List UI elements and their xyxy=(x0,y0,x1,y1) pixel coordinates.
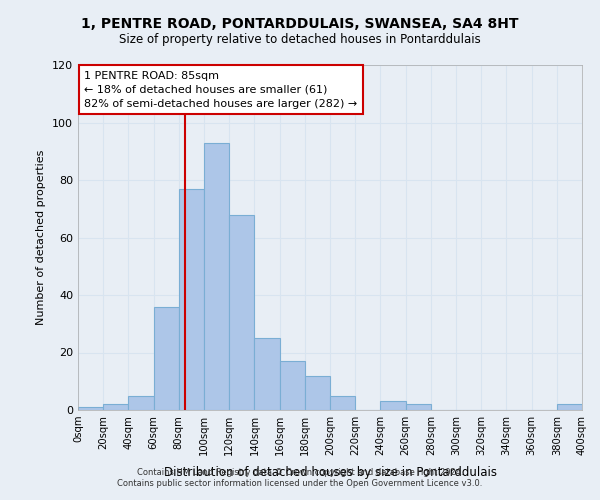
Text: 1, PENTRE ROAD, PONTARDDULAIS, SWANSEA, SA4 8HT: 1, PENTRE ROAD, PONTARDDULAIS, SWANSEA, … xyxy=(81,18,519,32)
Text: Contains HM Land Registry data © Crown copyright and database right 2024.
Contai: Contains HM Land Registry data © Crown c… xyxy=(118,468,482,487)
Bar xyxy=(78,407,103,410)
Bar xyxy=(179,188,204,410)
Bar xyxy=(305,376,330,410)
Bar xyxy=(406,404,431,410)
Y-axis label: Number of detached properties: Number of detached properties xyxy=(37,150,46,325)
Bar xyxy=(128,396,154,410)
Bar xyxy=(103,404,128,410)
Text: 1 PENTRE ROAD: 85sqm
← 18% of detached houses are smaller (61)
82% of semi-detac: 1 PENTRE ROAD: 85sqm ← 18% of detached h… xyxy=(84,71,358,109)
Bar xyxy=(154,306,179,410)
Bar xyxy=(330,396,355,410)
Bar xyxy=(557,404,582,410)
X-axis label: Distribution of detached houses by size in Pontarddulais: Distribution of detached houses by size … xyxy=(163,466,497,479)
Bar xyxy=(380,402,406,410)
Bar xyxy=(254,338,280,410)
Bar xyxy=(204,142,229,410)
Bar xyxy=(280,361,305,410)
Bar xyxy=(229,214,254,410)
Text: Size of property relative to detached houses in Pontarddulais: Size of property relative to detached ho… xyxy=(119,32,481,46)
